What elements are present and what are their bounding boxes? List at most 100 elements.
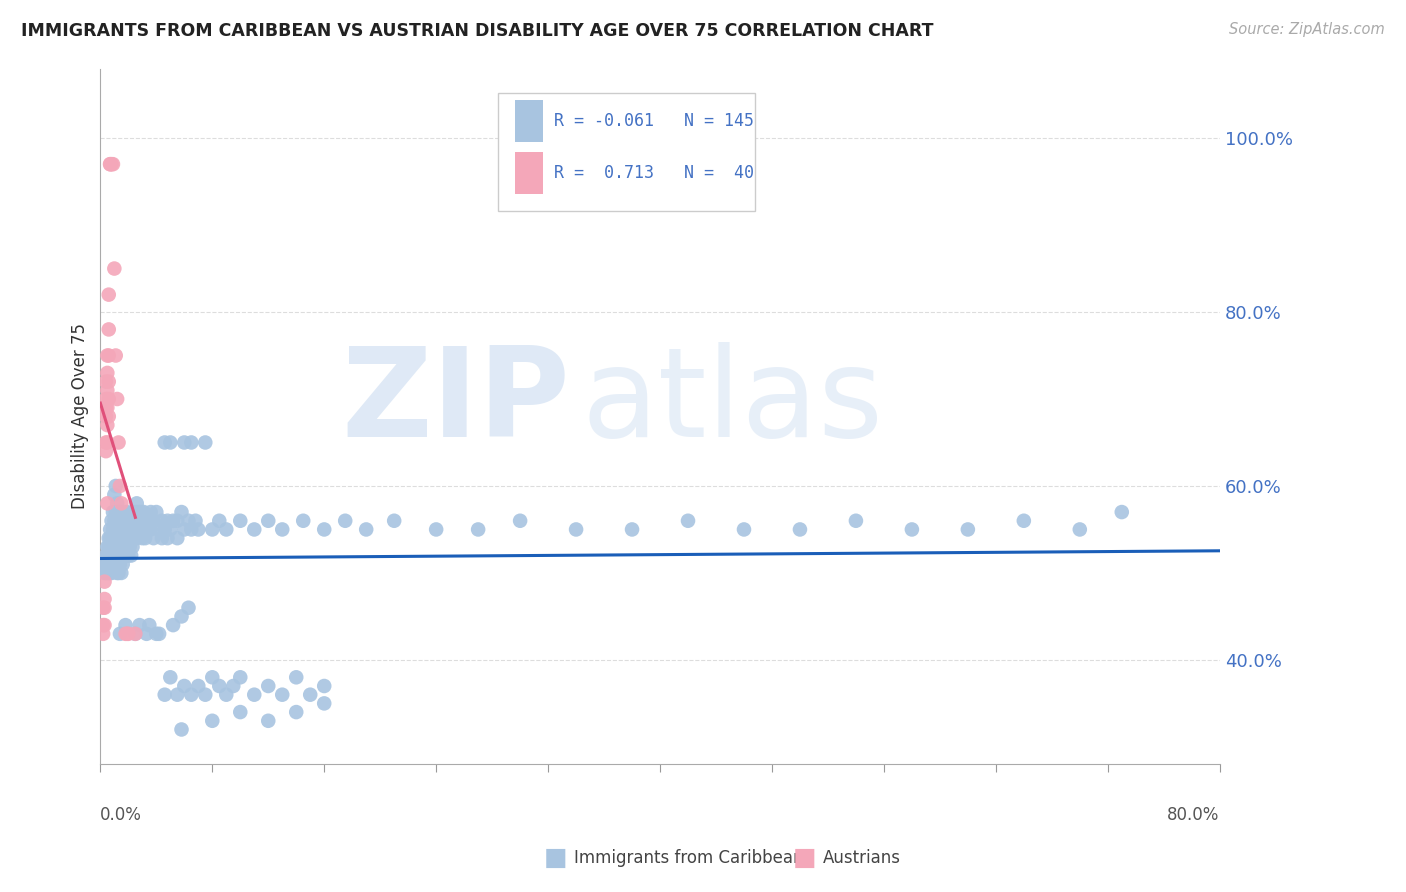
Point <box>107 523 129 537</box>
Point <box>153 435 176 450</box>
Point <box>114 514 136 528</box>
Point <box>187 679 209 693</box>
Point <box>166 514 188 528</box>
Point <box>91 600 114 615</box>
Point <box>314 697 336 711</box>
Bar <box>515 100 543 142</box>
Point <box>180 435 202 450</box>
Point <box>115 540 138 554</box>
Point <box>285 670 308 684</box>
Point <box>111 540 134 554</box>
Point <box>96 401 118 415</box>
Point <box>94 566 117 580</box>
Point <box>93 566 115 580</box>
Point <box>243 688 266 702</box>
Point <box>125 531 148 545</box>
Point <box>100 531 122 545</box>
Point <box>162 514 184 528</box>
Point <box>150 514 173 528</box>
Point <box>98 566 121 580</box>
Point <box>104 505 127 519</box>
Point <box>118 540 141 554</box>
Point <box>94 401 117 415</box>
Point <box>120 514 142 528</box>
Point <box>131 514 153 528</box>
Point <box>201 714 224 728</box>
Bar <box>515 152 543 194</box>
Point <box>117 549 139 563</box>
Point <box>901 523 924 537</box>
Point <box>120 531 142 545</box>
Point <box>148 627 170 641</box>
Point <box>121 540 143 554</box>
Point <box>97 540 120 554</box>
Point <box>1069 523 1091 537</box>
Point <box>150 531 173 545</box>
Point <box>107 566 129 580</box>
Point <box>125 514 148 528</box>
Point <box>94 392 117 406</box>
Point <box>97 566 120 580</box>
Point <box>201 670 224 684</box>
Point <box>98 540 121 554</box>
Point <box>104 540 127 554</box>
Point <box>173 679 195 693</box>
Text: R =  0.713   N =  40: R = 0.713 N = 40 <box>554 164 754 182</box>
Point <box>101 540 124 554</box>
Point <box>208 679 231 693</box>
Point <box>104 349 127 363</box>
Point <box>94 435 117 450</box>
Point <box>107 435 129 450</box>
Point <box>97 558 120 572</box>
Point <box>114 531 136 545</box>
Point <box>96 566 118 580</box>
Point <box>733 523 755 537</box>
Point <box>201 523 224 537</box>
Point <box>129 505 152 519</box>
Point <box>128 514 150 528</box>
Point <box>135 627 157 641</box>
Point <box>229 670 252 684</box>
Point <box>96 349 118 363</box>
Point <box>173 435 195 450</box>
Point <box>142 531 165 545</box>
Text: 80.0%: 80.0% <box>1167 806 1220 824</box>
Point <box>98 558 121 572</box>
Point <box>94 409 117 424</box>
Point <box>676 514 699 528</box>
Point <box>271 688 294 702</box>
Point <box>134 514 156 528</box>
Point <box>121 523 143 537</box>
Point <box>105 540 128 554</box>
Text: ZIP: ZIP <box>342 342 571 463</box>
Point <box>111 523 134 537</box>
Point <box>134 531 156 545</box>
FancyBboxPatch shape <box>498 93 755 211</box>
Point <box>177 600 200 615</box>
Point <box>94 375 117 389</box>
Text: ■: ■ <box>793 847 815 870</box>
Point <box>103 514 125 528</box>
Point <box>194 688 217 702</box>
Point <box>94 558 117 572</box>
Point <box>166 531 188 545</box>
Point <box>222 679 245 693</box>
Point <box>97 549 120 563</box>
Point <box>97 349 120 363</box>
Point <box>97 531 120 545</box>
Text: atlas: atlas <box>582 342 884 463</box>
Y-axis label: Disability Age Over 75: Disability Age Over 75 <box>72 324 89 509</box>
Point <box>101 549 124 563</box>
Point <box>467 523 489 537</box>
Point <box>565 523 588 537</box>
Point <box>170 505 193 519</box>
Point <box>104 549 127 563</box>
Point <box>94 444 117 458</box>
Point <box>299 688 322 702</box>
Point <box>111 558 134 572</box>
Point <box>159 523 181 537</box>
Point <box>314 679 336 693</box>
Point <box>229 514 252 528</box>
Point <box>96 384 118 398</box>
Point <box>621 523 644 537</box>
